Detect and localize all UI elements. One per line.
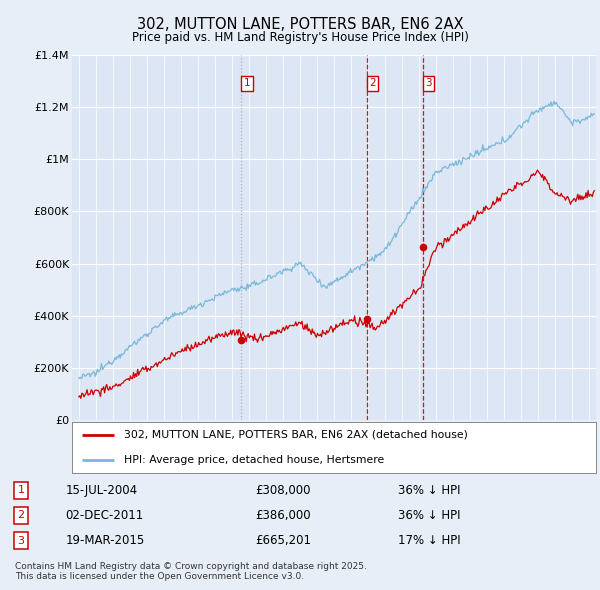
Text: Price paid vs. HM Land Registry's House Price Index (HPI): Price paid vs. HM Land Registry's House … [131,31,469,44]
Text: 2: 2 [369,78,376,88]
Text: 02-DEC-2011: 02-DEC-2011 [65,509,143,522]
Text: 36% ↓ HPI: 36% ↓ HPI [398,509,461,522]
Text: 15-JUL-2004: 15-JUL-2004 [65,484,137,497]
Text: £665,201: £665,201 [256,535,311,548]
Text: 36% ↓ HPI: 36% ↓ HPI [398,484,461,497]
Text: 19-MAR-2015: 19-MAR-2015 [65,535,145,548]
Text: HPI: Average price, detached house, Hertsmere: HPI: Average price, detached house, Hert… [124,455,385,466]
Text: Contains HM Land Registry data © Crown copyright and database right 2025.
This d: Contains HM Land Registry data © Crown c… [15,562,367,581]
Text: £386,000: £386,000 [256,509,311,522]
Text: 1: 1 [244,78,250,88]
Text: 17% ↓ HPI: 17% ↓ HPI [398,535,461,548]
Text: 1: 1 [17,485,25,495]
Text: £308,000: £308,000 [256,484,311,497]
Text: 302, MUTTON LANE, POTTERS BAR, EN6 2AX (detached house): 302, MUTTON LANE, POTTERS BAR, EN6 2AX (… [124,430,468,440]
Text: 2: 2 [17,510,25,520]
Text: 3: 3 [425,78,432,88]
Text: 302, MUTTON LANE, POTTERS BAR, EN6 2AX: 302, MUTTON LANE, POTTERS BAR, EN6 2AX [137,17,463,31]
Text: 3: 3 [17,536,25,546]
